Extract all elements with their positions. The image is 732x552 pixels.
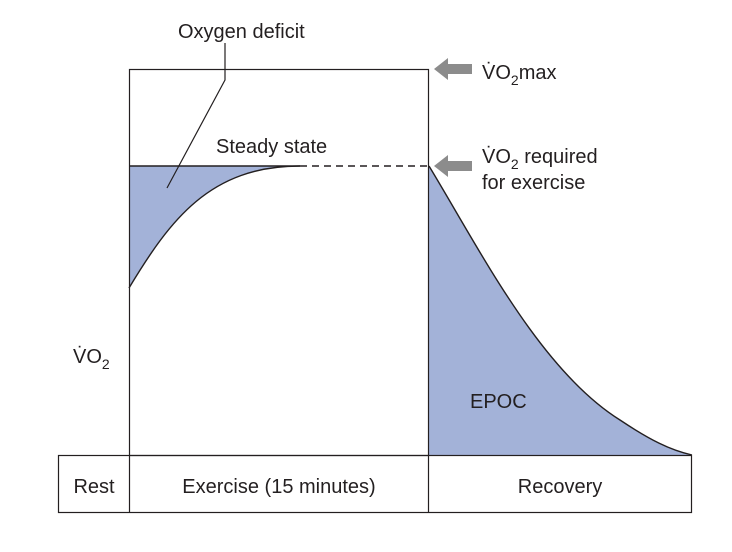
phase-exercise-label: Exercise (15 minutes) <box>182 476 375 498</box>
oxygen-deficit-label: Oxygen deficit <box>178 21 305 43</box>
vo2-required-arrow-icon <box>434 155 472 177</box>
y-axis-label: V̇O2 <box>73 346 110 372</box>
vo2-required-label: V̇O2 required <box>482 146 598 172</box>
epoc-area <box>429 166 692 455</box>
phase-recovery-label: Recovery <box>518 476 602 498</box>
recovery-curve <box>428 165 693 456</box>
epoc-label: EPOC <box>470 391 527 413</box>
vo2max-arrow-icon <box>434 58 472 80</box>
vo2-required-label-line2: for exercise <box>482 172 585 194</box>
phase-rest-label: Rest <box>73 476 115 498</box>
vo2max-label: V̇O2max <box>482 62 557 88</box>
exercise-box <box>128 68 430 457</box>
steady-state-label: Steady state <box>216 136 327 158</box>
oxygen-deficit-leader-line <box>166 43 226 189</box>
oxygen-deficit-area <box>129 166 300 288</box>
oxygen-uptake-curve <box>128 165 301 289</box>
phase-bar <box>57 454 693 514</box>
